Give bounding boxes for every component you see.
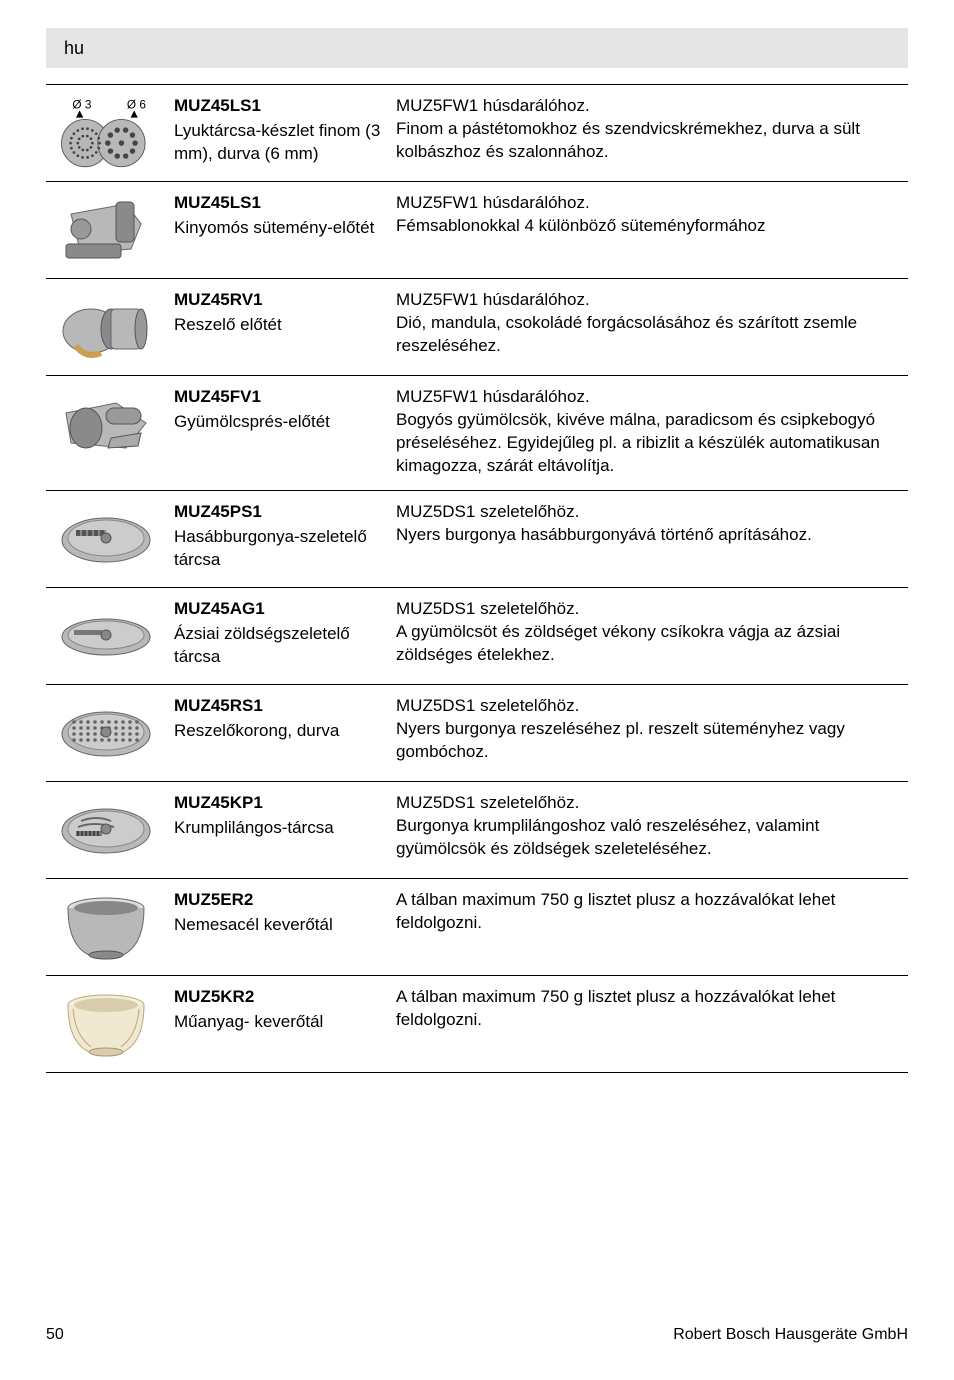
accessory-name: Műanyag- keverőtál [174,1011,386,1034]
svg-text:Ø 6: Ø 6 [127,98,146,112]
table-row: MUZ45RS1Reszelőkorong, durvaMUZ5DS1 szel… [46,685,908,782]
accessory-name-cell: MUZ45FV1Gyümölcsprés-előtét [166,386,396,478]
accessory-name: Kinyomós sütemény-előtét [174,217,386,240]
model-number: MUZ45RV1 [174,289,386,312]
svg-text:Ø 3: Ø 3 [72,98,91,112]
accessory-description: MUZ5DS1 szeletelőhöz.A gyümölcsöt és zöl… [396,598,908,672]
model-number: MUZ45LS1 [174,95,386,118]
table-row: MUZ5KR2Műanyag- keverőtálA tálban maximu… [46,976,908,1073]
accessory-description: MUZ5FW1 húsdarálóhoz.Finom a pástétomokh… [396,95,908,169]
accessory-icon: Ø 3 Ø 6 [46,95,166,169]
table-row: MUZ5ER2Nemesacél keverőtálA tálban maxim… [46,879,908,976]
model-number: MUZ45LS1 [174,192,386,215]
table-row: MUZ45RV1Reszelő előtétMUZ5FW1 húsdarálóh… [46,279,908,376]
accessory-name: Nemesacél keverőtál [174,914,386,937]
accessory-description: MUZ5FW1 húsdarálóhoz.Bogyós gyümölcsök, … [396,386,908,478]
accessory-name: Krumplilángos-tárcsa [174,817,386,840]
table-row: MUZ45FV1Gyümölcsprés-előtétMUZ5FW1 húsda… [46,376,908,491]
page-number: 50 [46,1326,64,1344]
accessory-name: Reszelőkorong, durva [174,720,386,743]
accessory-name: Reszelő előtét [174,314,386,337]
accessory-name-cell: MUZ45LS1Lyuktárcsa-készlet finom (3 mm),… [166,95,396,169]
table-row: Ø 3 Ø 6 MUZ45LS1Lyuktárcsa-készlet finom… [46,84,908,182]
accessory-icon [46,386,166,478]
accessory-icon [46,889,166,963]
model-number: MUZ45KP1 [174,792,386,815]
accessory-name-cell: MUZ5KR2Műanyag- keverőtál [166,986,396,1060]
accessory-name-cell: MUZ45KP1Krumplilángos-tárcsa [166,792,396,866]
company-name: Robert Bosch Hausgeräte GmbH [673,1326,908,1344]
accessory-icon [46,501,166,575]
accessory-name-cell: MUZ5ER2Nemesacél keverőtál [166,889,396,963]
model-number: MUZ5KR2 [174,986,386,1009]
model-number: MUZ45PS1 [174,501,386,524]
accessories-table: Ø 3 Ø 6 MUZ45LS1Lyuktárcsa-készlet finom… [46,84,908,1073]
language-label: hu [64,38,84,59]
accessory-name-cell: MUZ45PS1Hasábburgonya-szeletelő tárcsa [166,501,396,575]
accessory-name-cell: MUZ45AG1Ázsiai zöldségszeletelő tárcsa [166,598,396,672]
model-number: MUZ45AG1 [174,598,386,621]
page-footer: 50 Robert Bosch Hausgeräte GmbH [0,1326,954,1344]
accessory-icon [46,598,166,672]
accessory-description: MUZ5DS1 szeletelőhöz.Nyers burgonya hasá… [396,501,908,575]
accessory-description: MUZ5DS1 szeletelőhöz.Burgonya krumplilán… [396,792,908,866]
accessory-icon [46,192,166,266]
accessory-description: MUZ5FW1 húsdarálóhoz.Dió, mandula, csoko… [396,289,908,363]
model-number: MUZ45FV1 [174,386,386,409]
accessory-icon [46,986,166,1060]
accessory-icon [46,695,166,769]
table-row: MUZ45AG1Ázsiai zöldségszeletelő tárcsaMU… [46,588,908,685]
accessory-name: Ázsiai zöldségszeletelő tárcsa [174,623,386,669]
accessory-description: A tálban maximum 750 g lisztet plusz a h… [396,889,908,963]
accessory-description: A tálban maximum 750 g lisztet plusz a h… [396,986,908,1060]
model-number: MUZ5ER2 [174,889,386,912]
accessory-name: Gyümölcsprés-előtét [174,411,386,434]
accessory-name-cell: MUZ45RV1Reszelő előtét [166,289,396,363]
accessory-name-cell: MUZ45RS1Reszelőkorong, durva [166,695,396,769]
accessory-icon [46,792,166,866]
table-row: MUZ45LS1Kinyomós sütemény-előtétMUZ5FW1 … [46,182,908,279]
accessory-description: MUZ5FW1 húsdarálóhoz.Fémsablonokkal 4 kü… [396,192,908,266]
model-number: MUZ45RS1 [174,695,386,718]
header-bar: hu [46,28,908,68]
accessory-name: Hasábburgonya-szeletelő tárcsa [174,526,386,572]
accessory-name-cell: MUZ45LS1Kinyomós sütemény-előtét [166,192,396,266]
table-row: MUZ45KP1Krumplilángos-tárcsaMUZ5DS1 szel… [46,782,908,879]
accessory-description: MUZ5DS1 szeletelőhöz.Nyers burgonya resz… [396,695,908,769]
table-row: MUZ45PS1Hasábburgonya-szeletelő tárcsaMU… [46,491,908,588]
accessory-name: Lyuktárcsa-készlet finom (3 mm), durva (… [174,120,386,166]
accessory-icon [46,289,166,363]
